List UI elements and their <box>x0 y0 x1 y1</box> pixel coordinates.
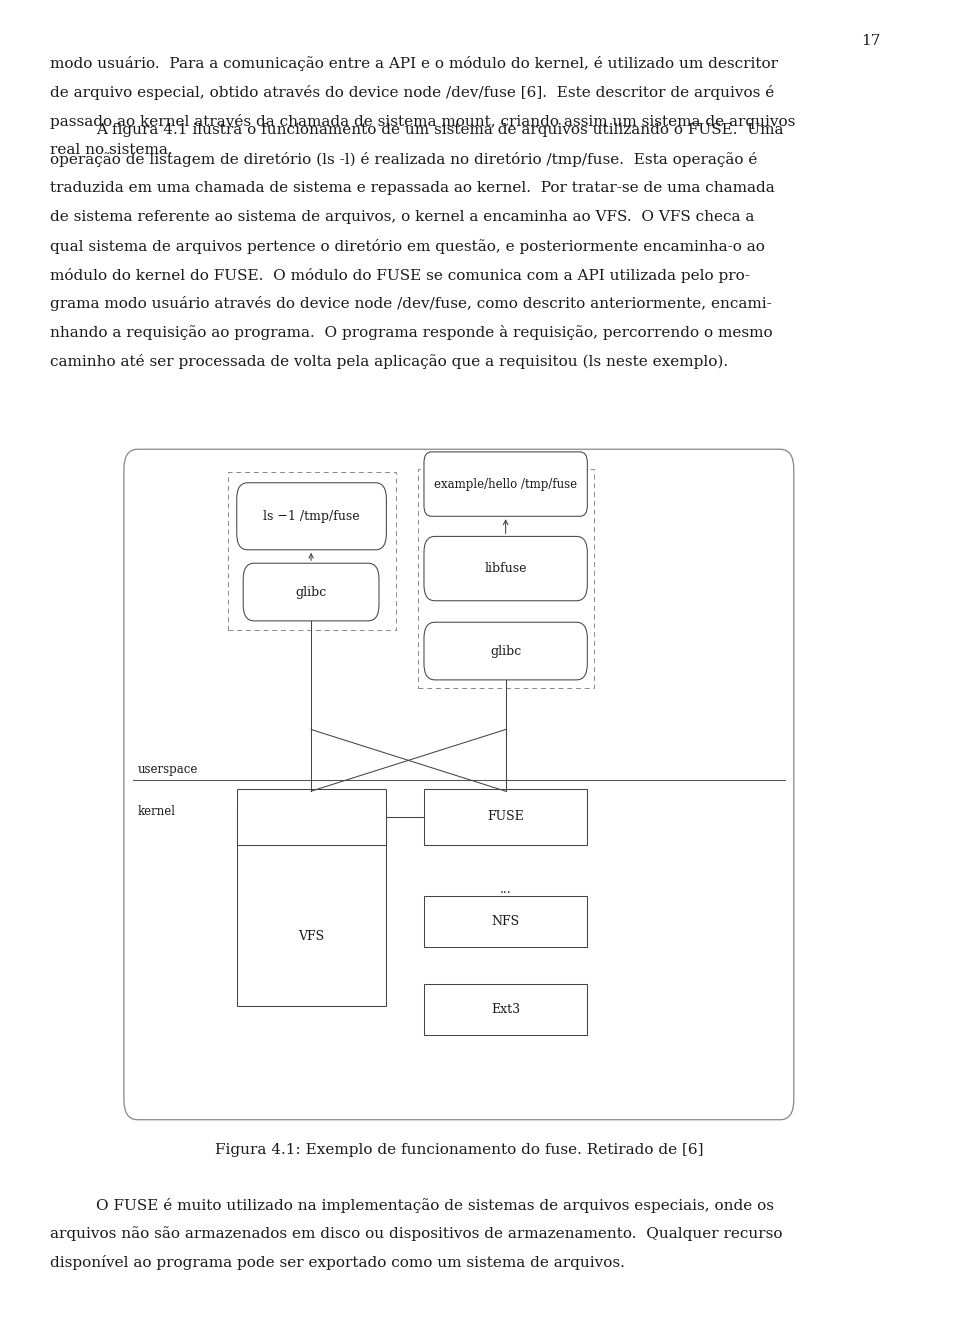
Text: O FUSE é muito utilizado na implementação de sistemas de arquivos especiais, ond: O FUSE é muito utilizado na implementaçã… <box>96 1198 775 1212</box>
Bar <box>237 807 386 1006</box>
FancyBboxPatch shape <box>424 536 588 601</box>
Text: example/hello /tmp/fuse: example/hello /tmp/fuse <box>434 477 577 491</box>
Text: modo usuário.  Para a comunicação entre a API e o módulo do kernel, é utilizado : modo usuário. Para a comunicação entre a… <box>51 56 779 71</box>
Text: passado ao kernel através da chamada de sistema mount, criando assim um sistema : passado ao kernel através da chamada de … <box>51 114 796 129</box>
Text: 17: 17 <box>862 34 881 47</box>
Text: ...: ... <box>500 882 512 896</box>
Text: qual sistema de arquivos pertence o diretório em questão, e posteriormente encam: qual sistema de arquivos pertence o dire… <box>51 239 765 253</box>
Bar <box>237 789 386 845</box>
Text: VFS: VFS <box>299 929 324 943</box>
Text: Ext3: Ext3 <box>492 1003 520 1016</box>
Bar <box>424 896 588 947</box>
FancyBboxPatch shape <box>424 452 588 516</box>
Text: arquivos não são armazenados em disco ou dispositivos de armazenamento.  Qualque: arquivos não são armazenados em disco ou… <box>51 1226 783 1242</box>
Text: nhando a requisição ao programa.  O programa responde à requisição, percorrendo : nhando a requisição ao programa. O progr… <box>51 325 773 341</box>
FancyBboxPatch shape <box>124 449 794 1120</box>
Bar <box>418 469 593 688</box>
Text: disponível ao programa pode ser exportado como um sistema de arquivos.: disponível ao programa pode ser exportad… <box>51 1255 625 1270</box>
Text: Figura 4.1: Exemplo de funcionamento do fuse. Retirado de [6]: Figura 4.1: Exemplo de funcionamento do … <box>215 1143 703 1156</box>
Text: kernel: kernel <box>137 805 176 818</box>
Bar <box>424 789 588 845</box>
FancyBboxPatch shape <box>243 563 379 621</box>
Text: NFS: NFS <box>492 915 519 928</box>
Text: real no sistema.: real no sistema. <box>51 143 173 157</box>
Text: glibc: glibc <box>296 586 326 598</box>
Text: userspace: userspace <box>137 763 198 776</box>
Text: libfuse: libfuse <box>485 562 527 575</box>
Text: traduzida em uma chamada de sistema e repassada ao kernel.  Por tratar-se de uma: traduzida em uma chamada de sistema e re… <box>51 181 776 194</box>
Bar <box>228 472 396 630</box>
FancyBboxPatch shape <box>424 622 588 680</box>
Text: A figura 4.1 ilustra o funcionamento de um sistema de arquivos utilizando o FUSE: A figura 4.1 ilustra o funcionamento de … <box>96 123 784 137</box>
Text: de arquivo especial, obtido através do device node /dev/fuse [6].  Este descrito: de arquivo especial, obtido através do d… <box>51 86 775 101</box>
Text: glibc: glibc <box>490 645 521 657</box>
FancyBboxPatch shape <box>237 483 386 550</box>
Text: grama modo usuário através do device node /dev/fuse, como descrito anteriormente: grama modo usuário através do device nod… <box>51 296 772 311</box>
Text: FUSE: FUSE <box>488 810 524 823</box>
Text: ls −1 /tmp/fuse: ls −1 /tmp/fuse <box>263 510 360 523</box>
Text: operação de listagem de diretório (ls -l) é realizada no diretório /tmp/fuse.  E: operação de listagem de diretório (ls -l… <box>51 152 757 168</box>
Text: de sistema referente ao sistema de arquivos, o kernel a encaminha ao VFS.  O VFS: de sistema referente ao sistema de arqui… <box>51 209 755 224</box>
Text: caminho até ser processada de volta pela aplicação que a requisitou (ls neste ex: caminho até ser processada de volta pela… <box>51 354 729 369</box>
Text: módulo do kernel do FUSE.  O módulo do FUSE se comunica com a API utilizada pelo: módulo do kernel do FUSE. O módulo do FU… <box>51 268 751 283</box>
Bar <box>424 984 588 1035</box>
